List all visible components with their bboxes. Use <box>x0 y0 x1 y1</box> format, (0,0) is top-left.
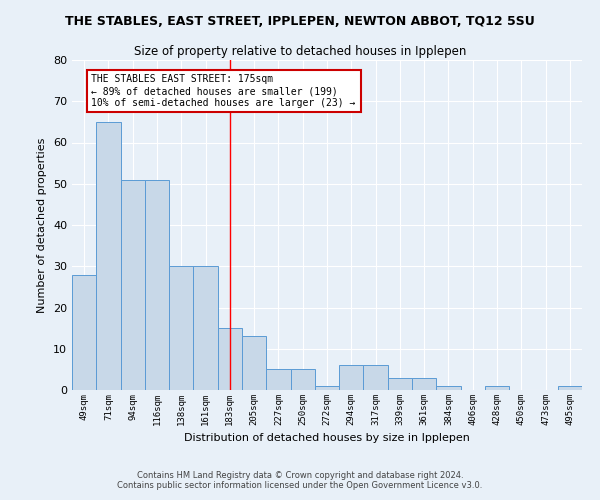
Text: Contains HM Land Registry data © Crown copyright and database right 2024.
Contai: Contains HM Land Registry data © Crown c… <box>118 470 482 490</box>
Bar <box>558 386 582 390</box>
Bar <box>364 365 388 390</box>
Bar <box>193 266 218 390</box>
Text: THE STABLES EAST STREET: 175sqm
← 89% of detached houses are smaller (199)
10% o: THE STABLES EAST STREET: 175sqm ← 89% of… <box>91 74 356 108</box>
Bar <box>388 378 412 390</box>
Y-axis label: Number of detached properties: Number of detached properties <box>37 138 47 312</box>
Bar <box>121 180 145 390</box>
Bar <box>218 328 242 390</box>
Bar <box>96 122 121 390</box>
Bar <box>72 274 96 390</box>
X-axis label: Distribution of detached houses by size in Ipplepen: Distribution of detached houses by size … <box>184 434 470 444</box>
Bar <box>266 370 290 390</box>
Bar <box>315 386 339 390</box>
Bar <box>290 370 315 390</box>
Bar <box>412 378 436 390</box>
Bar <box>169 266 193 390</box>
Text: THE STABLES, EAST STREET, IPPLEPEN, NEWTON ABBOT, TQ12 5SU: THE STABLES, EAST STREET, IPPLEPEN, NEWT… <box>65 15 535 28</box>
Bar <box>436 386 461 390</box>
Text: Size of property relative to detached houses in Ipplepen: Size of property relative to detached ho… <box>134 45 466 58</box>
Bar <box>145 180 169 390</box>
Bar <box>339 365 364 390</box>
Bar <box>485 386 509 390</box>
Bar <box>242 336 266 390</box>
